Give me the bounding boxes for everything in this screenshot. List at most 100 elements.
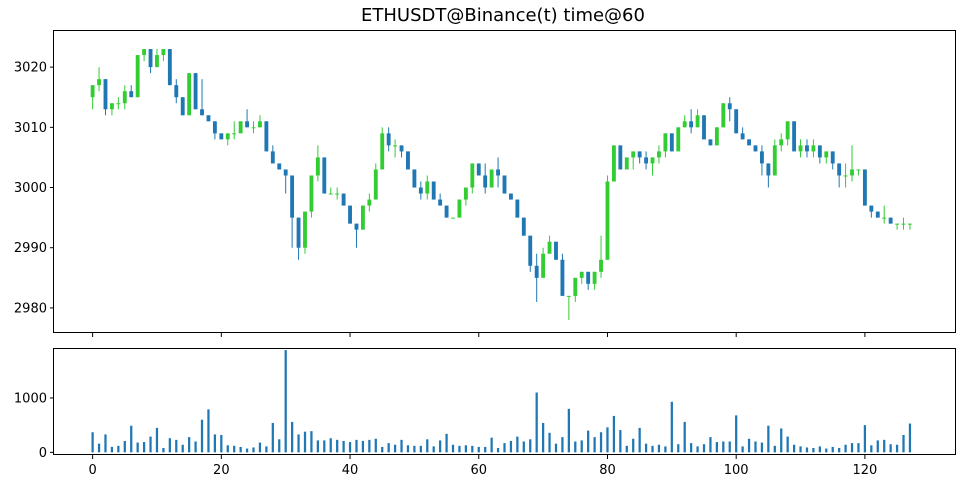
candle-body (624, 157, 629, 170)
candle-body (528, 235, 533, 266)
volume-bar (226, 445, 229, 453)
candle-body (908, 223, 912, 225)
volume-bar (361, 440, 365, 453)
volume-bar (625, 445, 628, 453)
candle-body (843, 175, 848, 177)
candle-body (122, 91, 127, 104)
candle-body (200, 109, 204, 116)
candle-body (470, 163, 475, 188)
volume-bar (741, 446, 744, 453)
volume-bar (406, 445, 410, 453)
volume-bar (728, 441, 731, 453)
candle-body (174, 85, 179, 98)
volume-bar (323, 440, 326, 453)
candle-body (496, 169, 500, 176)
volume-bar (870, 445, 873, 453)
candle-body (509, 193, 513, 200)
volume-bar (805, 447, 809, 453)
volume-bar (677, 444, 680, 453)
volume-bar (496, 448, 500, 453)
volume-bar (162, 448, 165, 453)
volume-bar (155, 427, 159, 453)
candle-body (657, 151, 661, 158)
volume-bar (644, 443, 648, 453)
candle-body (483, 175, 488, 188)
candle-body (689, 121, 694, 128)
volume-bar (110, 446, 114, 453)
candle-body (315, 157, 320, 176)
volume-bar (760, 442, 764, 453)
candle-body (90, 85, 95, 98)
candle-body (837, 163, 842, 176)
volume-bar (213, 434, 217, 453)
volume-bar (284, 350, 287, 453)
volume-bar (310, 431, 313, 453)
volume-bar (818, 446, 821, 453)
volume-bar (233, 445, 236, 453)
volume-bar (303, 431, 307, 453)
candle-body (676, 127, 681, 152)
candle-body (109, 103, 114, 110)
candle-body (856, 169, 861, 171)
candle-body (573, 277, 578, 296)
volume-bar (883, 439, 886, 453)
candle-body (142, 49, 147, 56)
volume-bar (117, 445, 120, 453)
price-tick-label: 3020 (14, 61, 47, 76)
volume-bar (651, 445, 654, 453)
candle-body (850, 169, 854, 176)
volume-tick-label: 1000 (14, 391, 47, 406)
volume-bar (413, 445, 416, 453)
candle-body (431, 181, 436, 200)
candle-body (599, 259, 603, 272)
candle-body (631, 151, 636, 158)
volume-bar (458, 445, 461, 453)
volume-bar (722, 441, 725, 453)
volume-bar (863, 425, 867, 453)
volume-bar (297, 434, 300, 453)
candle-body (798, 145, 803, 152)
volume-bar (844, 444, 847, 453)
volume-bar (419, 445, 422, 453)
candle-body (592, 271, 597, 284)
candle-body (277, 163, 282, 170)
volume-bar (149, 436, 152, 453)
candle-body (644, 157, 649, 164)
volume-bar (439, 440, 442, 453)
candle-body (579, 271, 584, 278)
candle-body (322, 157, 327, 194)
volume-bar (747, 438, 751, 453)
volume-bar (220, 434, 223, 453)
volume-bar (368, 439, 371, 453)
volume-bar (490, 437, 493, 453)
volume-bar (329, 438, 332, 453)
candle-body (309, 175, 314, 212)
candle-body (406, 151, 410, 170)
candle-body (232, 133, 237, 135)
volume-bar (535, 392, 538, 453)
volume-bar (632, 438, 635, 453)
x-tick-label: 60 (470, 463, 487, 478)
candle-body (348, 205, 352, 224)
candle-body (695, 115, 700, 128)
candle-body (451, 217, 455, 219)
volume-bar (561, 437, 564, 453)
volume-bar (683, 421, 686, 453)
candle-body (792, 121, 797, 152)
candle-body (476, 163, 481, 176)
price-tick-label: 3010 (14, 121, 47, 136)
candle-body (740, 133, 745, 140)
candle-body (290, 175, 295, 218)
candle-body (772, 145, 777, 176)
volume-panel: 0 1000 0 20 40 60 80 100 120 (14, 350, 912, 478)
candle-body (283, 169, 288, 176)
candle-body (882, 217, 887, 219)
candle-body (225, 133, 230, 140)
candle-body (180, 97, 185, 116)
candle-body (386, 133, 391, 146)
volume-bar (895, 444, 899, 453)
volume-bar (876, 440, 879, 453)
candle-body (714, 127, 719, 146)
candle-body (862, 169, 867, 206)
